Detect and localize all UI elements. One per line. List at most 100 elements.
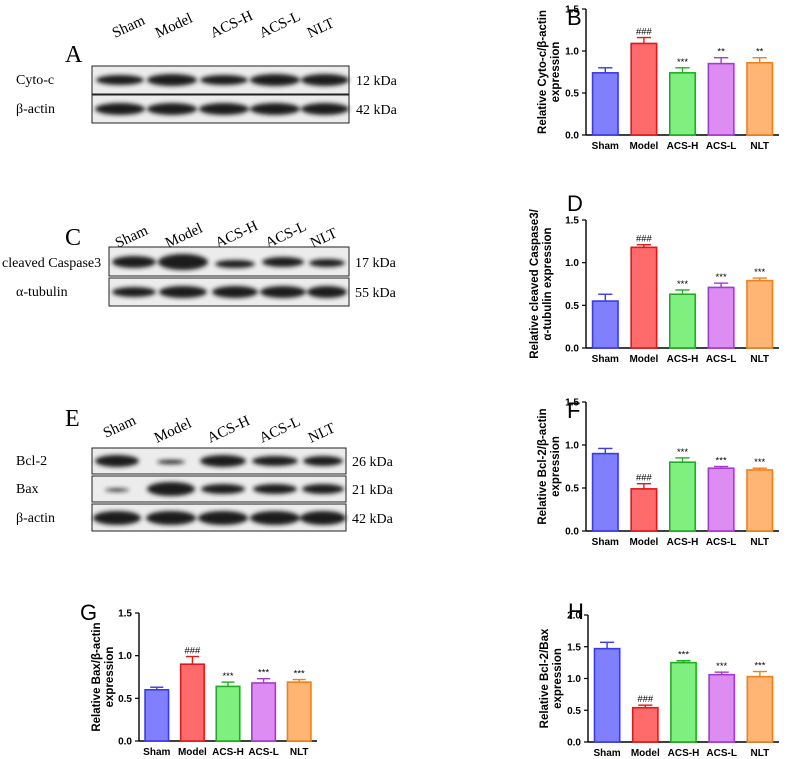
- bar-chart-d: D 0.0 0.5 1.0 1.5 Relative cleaved Caspase3/α…: [529, 191, 779, 365]
- significance-label: ***: [294, 669, 305, 680]
- blot-row-label-alpha-tubulin: α-tubulin: [16, 285, 68, 300]
- x-tick-label: Sham: [592, 354, 619, 365]
- blot-bands-beta-actin-a: [95, 103, 349, 115]
- x-tick-label: ACS-L: [706, 748, 737, 759]
- x-tick-label: ACS-L: [248, 747, 279, 758]
- y-tick-label: 1.0: [567, 674, 581, 685]
- y-axis-label: Relative Bcl-2/Bax: [539, 628, 551, 728]
- y-axis-label: expression: [104, 647, 116, 708]
- bar-chart-g: G 0.0 0.5 1.0 1.5 Relative Bax/β-actin express…: [80, 600, 317, 758]
- panel-letter: H: [568, 599, 584, 624]
- bar-nlt: [286, 681, 312, 742]
- x-tick-label: Sham: [143, 747, 170, 758]
- x-tick-label: Sham: [592, 141, 619, 152]
- bar-model: [630, 488, 658, 532]
- panel-letter-a: A: [65, 42, 83, 68]
- significance-label: ###: [636, 473, 653, 484]
- bar-nlt: [746, 675, 774, 743]
- blot-size-cyto-c: 12 kDa: [356, 74, 398, 89]
- blot-size-beta-actin-a: 42 kDa: [356, 103, 398, 118]
- y-axis-label: Relative Bax/β-actin: [91, 622, 103, 731]
- blot-bands-beta-actin-e: [93, 511, 346, 525]
- blot-size-beta-actin-e: 42 kDa: [352, 512, 394, 527]
- y-tick-label: 2.0: [567, 611, 581, 622]
- blot-row-label-beta-actin-e: β-actin: [16, 511, 55, 526]
- panel-letter-c: C: [65, 225, 81, 251]
- x-tick-label: NLT: [750, 141, 769, 152]
- x-tick-label: NLT: [750, 354, 769, 365]
- lane-label-acs-l: ACS-L: [257, 9, 303, 42]
- blot-row-label-bax: Bax: [16, 482, 39, 497]
- bar-chart-h: H 0.0 0.5 1.0 1.5 2.0 Relative Bcl-2/Bax expres…: [539, 599, 779, 759]
- bar-nlt: [746, 469, 774, 532]
- significance-label: ###: [637, 694, 654, 705]
- lane-label-acs-h: ACS-H: [208, 8, 256, 42]
- y-tick-label: 1.0: [118, 651, 132, 662]
- significance-label: ***: [678, 650, 689, 661]
- significance-label: ###: [636, 234, 653, 245]
- panel-letter-e: E: [65, 406, 80, 432]
- y-tick-label: 0.0: [565, 344, 579, 355]
- lane-label-nlt: NLT: [305, 15, 337, 41]
- y-axis-label: expression: [550, 42, 562, 103]
- y-axis-label: Relative Bcl-2/β-actin: [537, 408, 549, 524]
- bar-sham: [591, 72, 619, 136]
- bar-acs-h: [670, 661, 697, 743]
- bar-nlt: [746, 61, 774, 136]
- y-tick-label: 0.0: [118, 737, 132, 748]
- x-tick-label: ACS-H: [667, 141, 699, 152]
- significance-label: ***: [677, 57, 688, 68]
- bar-model: [631, 706, 659, 743]
- bar-model: [630, 42, 658, 136]
- blot-panel-e: E Sham Model ACS-H ACS-L NLT Bcl-2 26 kD…: [16, 406, 394, 532]
- lane-label-sham: Sham: [101, 413, 139, 442]
- y-tick-label: 1.0: [565, 47, 579, 58]
- y-tick-label: 1.5: [567, 642, 581, 653]
- lane-label-sham: Sham: [110, 13, 148, 42]
- lane-label-model: Model: [152, 416, 194, 447]
- blot-row-label-cyto-c: Cyto-c: [16, 73, 54, 88]
- bar-acs-l: [251, 682, 277, 742]
- x-tick-label: NLT: [750, 537, 769, 548]
- x-tick-label: Model: [629, 537, 658, 548]
- y-tick-label: 1.5: [565, 5, 579, 16]
- blot-bands-bcl-2: [95, 455, 343, 467]
- y-axis-label: α-tubulin expression: [542, 227, 554, 340]
- bar-sham: [144, 688, 170, 742]
- significance-label: ***: [716, 272, 727, 283]
- blot-row-label-cleaved-caspase3: cleaved Caspase3: [2, 256, 101, 271]
- y-tick-label: 1.5: [565, 398, 579, 409]
- lane-label-nlt: NLT: [306, 420, 338, 446]
- y-axis-label: Relative cleaved Caspase3/: [529, 208, 541, 358]
- x-tick-label: ACS-H: [667, 537, 699, 548]
- bar-sham: [593, 647, 621, 743]
- x-tick-label: Sham: [592, 537, 619, 548]
- bar-acs-l: [707, 467, 735, 532]
- panel-letter: F: [567, 398, 580, 423]
- y-tick-label: 0.0: [565, 131, 579, 142]
- blot-bands-bax: [105, 482, 344, 496]
- y-axis-label: expression: [552, 648, 564, 709]
- significance-label: ***: [677, 279, 688, 290]
- x-tick-label: Model: [631, 748, 660, 759]
- blot-panel-c: C Sham Model ACS-H ACS-L NLT cleaved Cas…: [2, 218, 397, 307]
- bar-acs-h: [668, 461, 697, 532]
- lane-label-acs-l: ACS-L: [257, 414, 303, 447]
- x-tick-label: ACS-L: [706, 141, 737, 152]
- bar-acs-l: [707, 62, 735, 136]
- y-axis-label: Relative Cyto-c/β-actin: [537, 10, 549, 134]
- x-tick-label: Model: [629, 141, 658, 152]
- significance-label: ***: [754, 457, 765, 468]
- x-tick-label: NLT: [751, 748, 770, 759]
- blot-bands-cleaved-caspase3: [112, 254, 345, 270]
- bar-sham: [591, 452, 619, 532]
- significance-label: ###: [636, 27, 653, 38]
- blot-size-bcl-2: 26 kDa: [352, 455, 394, 470]
- bar-acs-h: [668, 72, 697, 136]
- y-tick-label: 0.5: [565, 301, 579, 312]
- bar-acs-h: [215, 685, 241, 742]
- y-tick-label: 1.0: [565, 441, 579, 452]
- bar-chart-f: F 0.0 0.5 1.0 1.5 Relative Bcl-2/β-actin expre…: [537, 398, 779, 548]
- blot-size-cleaved-caspase3: 17 kDa: [355, 256, 397, 271]
